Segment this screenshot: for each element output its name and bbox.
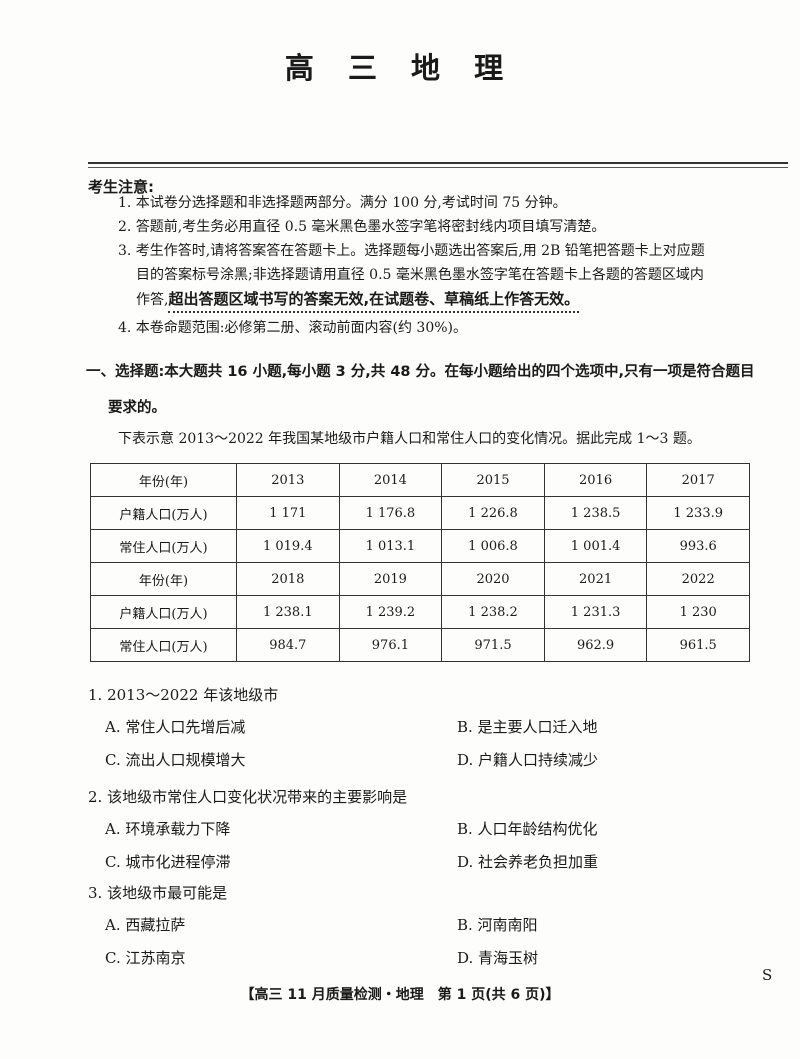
table-cell: 1 238.1 [236, 595, 340, 629]
notice-item-3-end: 作答,超出答题区域书写的答案无效,在试题卷、草稿纸上作答无效。 [136, 288, 580, 313]
divider [88, 162, 788, 168]
page-footer: 【高三 11 月质量检测・地理 第 1 页(共 6 页)】 [240, 987, 560, 1003]
page-title: 高 三 地 理 [284, 51, 516, 85]
table-cell: 1 001.4 [543, 529, 648, 563]
answer-option: C. 江苏南京 [105, 949, 186, 967]
notice-heading: 考生注意: [88, 178, 154, 196]
table-cell: 984.7 [236, 628, 340, 662]
population-table: 年份(年) 2013 2014 2015 2016 2017 户籍人口(万人) 1 171 1 … [90, 463, 750, 662]
table-cell: 1 019.4 [236, 529, 340, 563]
table-row: 户籍人口(万人) 1 171 1 176.8 1 226.8 1 238.5 1 233.… [90, 496, 750, 530]
table-cell: 1 176.8 [338, 496, 443, 530]
table-cell: 1 239.2 [338, 595, 443, 629]
table-cell: 961.5 [646, 628, 750, 662]
answer-option: A. 常住人口先增后减 [105, 718, 246, 736]
table-cell: 2017 [646, 463, 750, 497]
section-heading-cont: 要求的。 [108, 400, 166, 416]
table-cell: 1 013.1 [338, 529, 443, 563]
answer-option: A. 环境承载力下降 [105, 820, 231, 838]
table-cell: 2015 [441, 463, 545, 497]
notice-item: 4. 本卷命题范围:必修第二册、滚动前面内容(约 30%)。 [118, 320, 468, 336]
table-cell: 1 231.3 [543, 595, 648, 629]
table-cell: 1 230 [646, 595, 750, 629]
table-row: 户籍人口(万人) 1 238.1 1 239.2 1 238.2 1 231.3 1 23… [90, 595, 750, 629]
answer-option: D. 青海玉树 [457, 949, 539, 967]
answer-option: B. 人口年龄结构优化 [457, 820, 598, 838]
notice-emphasis: 超出答题区域书写的答案无效,在试题卷、草稿纸上作答无效。 [168, 290, 580, 313]
table-cell: 993.6 [646, 529, 750, 563]
row-header: 户籍人口(万人) [90, 595, 237, 629]
notice-item: 目的答案标号涂黑;非选择题请用直径 0.5 毫米黑色墨水签字笔在答题卡上各题的答… [136, 267, 704, 283]
question-stem: 1. 2013～2022 年该地级市 [88, 686, 279, 704]
answer-option: C. 流出人口规模增大 [105, 751, 246, 769]
answer-option: C. 城市化进程停滞 [105, 853, 231, 871]
table-cell: 2020 [441, 562, 545, 596]
table-intro: 下表示意 2013～2022 年我国某地级市户籍人口和常住人口的变化情况。据此完… [118, 431, 701, 447]
table-cell: 1 238.2 [441, 595, 545, 629]
table-cell: 1 238.5 [543, 496, 648, 530]
table-cell: 976.1 [338, 628, 443, 662]
notice-item: 2. 答题前,考生务必用直径 0.5 毫米黑色墨水签字笔将密封线内项目填写清楚。 [118, 219, 606, 235]
notice-text: 作答, [136, 292, 169, 308]
answer-option: B. 河南南阳 [457, 916, 538, 934]
question-stem: 3. 该地级市最可能是 [88, 884, 228, 902]
table-row: 年份(年) 2013 2014 2015 2016 2017 [90, 463, 750, 497]
section-heading: 一、选择题:本大题共 16 小题,每小题 3 分,共 48 分。在每小题给出的四… [86, 364, 755, 380]
answer-option: A. 西藏拉萨 [105, 916, 186, 934]
table-cell: 2014 [338, 463, 443, 497]
table-cell: 1 006.8 [441, 529, 545, 563]
table-cell: 1 171 [236, 496, 340, 530]
notice-item: 3. 考生作答时,请将答案答在答题卡上。选择题每小题选出答案后,用 2B 铅笔把… [118, 243, 705, 259]
table-row: 常住人口(万人) 1 019.4 1 013.1 1 006.8 1 001.4 993.… [90, 529, 750, 563]
question-stem: 2. 该地级市常住人口变化状况带来的主要影响是 [88, 788, 408, 806]
table-cell: 2022 [646, 562, 750, 596]
row-header: 年份(年) [90, 562, 237, 596]
table-cell: 2016 [543, 463, 648, 497]
notice-item: 1. 本试卷分选择题和非选择题两部分。满分 100 分,考试时间 75 分钟。 [118, 195, 567, 211]
table-row: 年份(年) 2018 2019 2020 2021 2022 [90, 562, 750, 596]
row-header: 常住人口(万人) [90, 628, 237, 662]
table-cell: 962.9 [543, 628, 648, 662]
table-cell: 2021 [543, 562, 648, 596]
table-cell: 2013 [236, 463, 340, 497]
answer-option: D. 户籍人口持续减少 [457, 751, 599, 769]
corner-mark: S [762, 966, 773, 984]
table-cell: 2019 [338, 562, 443, 596]
answer-option: D. 社会养老负担加重 [457, 853, 599, 871]
table-cell: 2018 [236, 562, 340, 596]
table-cell: 971.5 [441, 628, 545, 662]
table-row: 常住人口(万人) 984.7 976.1 971.5 962.9 961.5 [90, 628, 750, 662]
row-header: 户籍人口(万人) [90, 496, 237, 530]
answer-option: B. 是主要人口迁入地 [457, 718, 598, 736]
row-header: 常住人口(万人) [90, 529, 237, 563]
table-cell: 1 226.8 [441, 496, 545, 530]
table-cell: 1 233.9 [646, 496, 750, 530]
row-header: 年份(年) [90, 463, 237, 497]
